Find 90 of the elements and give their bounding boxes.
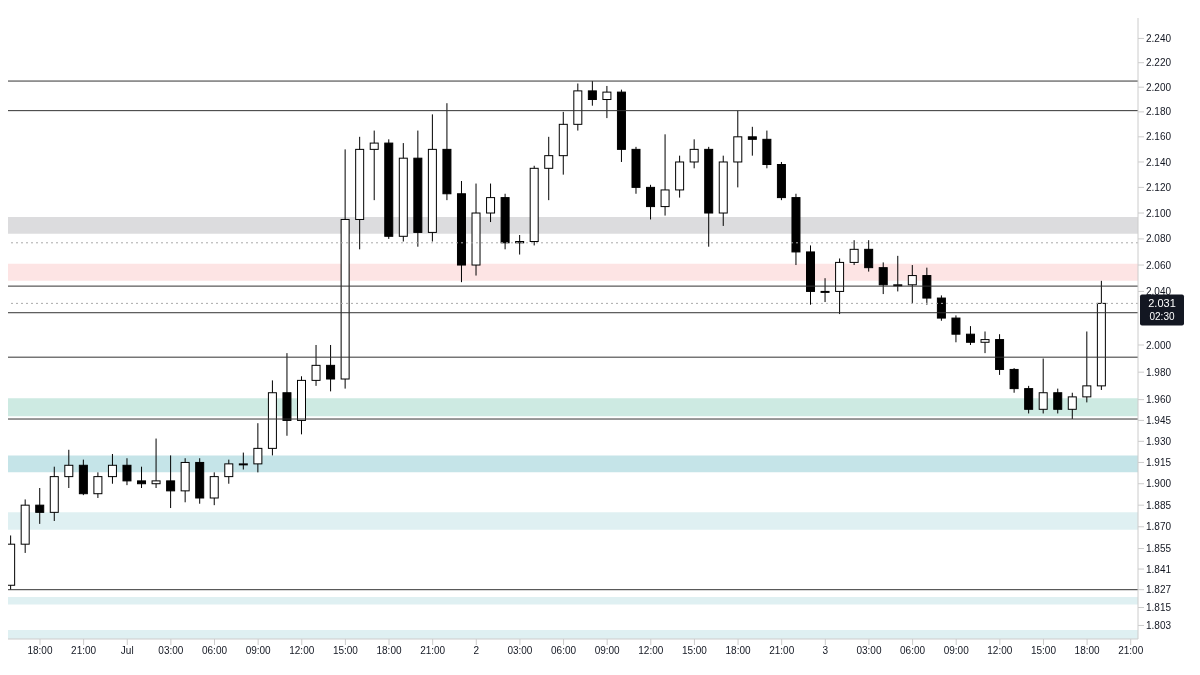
y-tick-label: 1.960 — [1146, 394, 1172, 406]
x-tick-label: 06:00 — [551, 645, 577, 657]
candlestick — [1082, 331, 1092, 403]
candlestick — [1009, 367, 1019, 394]
y-tick-label: 2.080 — [1146, 233, 1172, 245]
x-tick-label: 09:00 — [594, 645, 621, 657]
x-tick-label: 18:00 — [1074, 645, 1101, 657]
x-tick-label: 03:00 — [158, 645, 184, 657]
y-tick-label: 2.120 — [1146, 181, 1172, 193]
y-tick-label: 2.220 — [1146, 57, 1172, 69]
candlestick — [369, 130, 379, 201]
x-tick-label: 21:00 — [1118, 645, 1144, 657]
candlestick — [93, 471, 103, 499]
x-tick-label: 06:00 — [202, 645, 228, 657]
candlestick — [602, 85, 612, 119]
candlestick — [209, 471, 219, 506]
candlestick — [544, 136, 554, 201]
x-tick-label: 2 — [473, 645, 480, 657]
candlestick — [1038, 358, 1048, 414]
candlestick — [486, 183, 496, 223]
y-tick-label: 2.140 — [1146, 156, 1172, 168]
x-tick-label: 21:00 — [420, 645, 446, 657]
x-tick-label: 06:00 — [900, 645, 926, 657]
x-tick-label: 03:00 — [856, 645, 882, 657]
y-tick-label: 2.240 — [1146, 33, 1172, 44]
candlestick — [864, 239, 874, 273]
candlestick — [587, 80, 597, 107]
candlestick — [689, 138, 699, 169]
x-tick-label: 21:00 — [769, 645, 795, 657]
x-tick-label: 18:00 — [27, 645, 53, 657]
candlestick — [1024, 385, 1034, 414]
candlestick — [1067, 392, 1077, 420]
candlestick — [64, 449, 74, 489]
y-tick-label: 1.803 — [1146, 620, 1172, 632]
candlestick — [951, 314, 961, 343]
x-tick-label: 15:00 — [681, 645, 708, 657]
candlestick — [646, 184, 656, 220]
x-tick-label: Jul — [120, 645, 134, 657]
x-tick-label: 03:00 — [507, 645, 533, 657]
candlestick — [122, 457, 132, 486]
candlestick — [878, 261, 888, 295]
candlestick — [820, 277, 830, 303]
y-tick-label: 1.841 — [1146, 563, 1172, 575]
y-tick-label: 1.870 — [1146, 521, 1172, 533]
candlestick — [137, 466, 147, 489]
y-tick-label: 2.100 — [1146, 207, 1172, 219]
y-tick-label: 2.060 — [1146, 259, 1172, 271]
ref-line-label: 2.031 — [1148, 297, 1176, 310]
candlestick — [253, 422, 263, 473]
candlestick — [965, 325, 975, 346]
candlestick — [849, 239, 859, 266]
x-tick-label: 18:00 — [376, 645, 402, 657]
y-tick-label: 1.930 — [1146, 435, 1172, 447]
y-tick-label: 2.200 — [1146, 81, 1172, 93]
y-tick-label: 1.915 — [1146, 457, 1172, 469]
x-tick-label: 3 — [822, 645, 829, 657]
y-tick-label: 2.000 — [1146, 339, 1172, 351]
y-tick-label: 1.815 — [1146, 602, 1172, 614]
candlestick — [980, 331, 990, 354]
y-tick-label: 2.160 — [1146, 131, 1172, 143]
x-tick-label: 09:00 — [943, 645, 970, 657]
y-tick-label: 2.040 — [1146, 285, 1172, 297]
x-tick-label: 15:00 — [1030, 645, 1057, 657]
candlestick — [35, 487, 45, 525]
x-tick-label: 12:00 — [638, 645, 664, 657]
candlestick — [1053, 388, 1063, 414]
y-tick-label: 1.945 — [1146, 414, 1172, 426]
y-tick-label: 1.885 — [1146, 499, 1172, 511]
candlestick — [922, 267, 932, 306]
candlestick — [907, 264, 917, 304]
y-tick-label: 1.855 — [1146, 543, 1172, 555]
x-tick-label: 15:00 — [332, 645, 359, 657]
text: 02:30 — [1149, 311, 1175, 323]
candlestick — [151, 438, 161, 489]
candlestick — [224, 459, 234, 485]
candlestick — [326, 344, 336, 392]
candlestick — [166, 454, 176, 509]
x-tick-label: 12:00 — [289, 645, 315, 657]
candlestick — [107, 453, 117, 485]
y-tick-label: 1.980 — [1146, 366, 1172, 378]
candlestick — [660, 133, 670, 217]
x-tick-label: 21:00 — [71, 645, 97, 657]
y-tick-label: 2.180 — [1146, 106, 1172, 118]
y-tick-label: 1.900 — [1146, 478, 1172, 490]
x-tick-label: 12:00 — [987, 645, 1013, 657]
candlestick — [747, 126, 757, 157]
x-tick-label: 09:00 — [245, 645, 272, 657]
y-tick-label: 1.827 — [1146, 584, 1172, 596]
candlestick — [311, 344, 321, 387]
x-tick-label: 18:00 — [725, 645, 752, 657]
